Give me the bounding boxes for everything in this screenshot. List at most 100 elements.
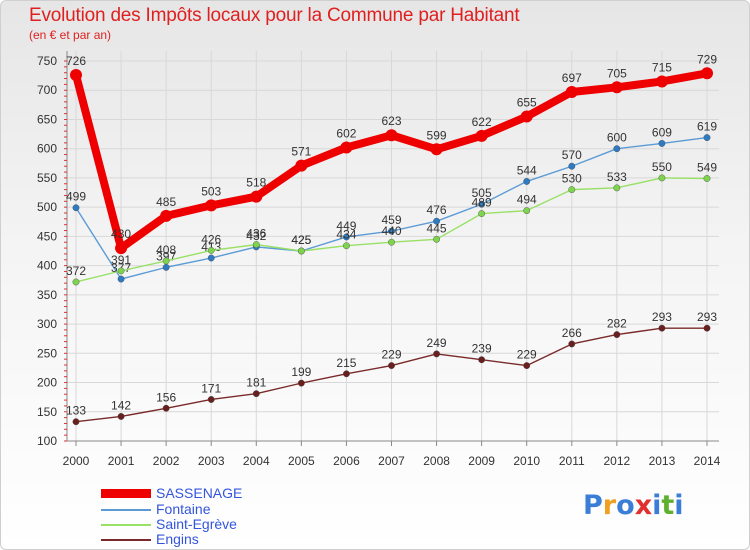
y-tick-label: 600 <box>37 142 57 156</box>
y-tick-label: 700 <box>37 83 57 97</box>
data-point-fontaine <box>162 263 170 271</box>
data-point-saint-egreve <box>117 267 125 275</box>
y-tick-label: 250 <box>37 346 57 360</box>
legend-label: Saint-Egrève <box>156 516 237 532</box>
data-label-saint-egreve: 436 <box>246 227 266 241</box>
y-tick-label: 550 <box>37 171 57 185</box>
data-point-sassenage <box>250 190 263 203</box>
data-label-saint-egreve: 549 <box>697 161 717 175</box>
data-point-engins <box>658 324 666 332</box>
y-tick-label: 500 <box>37 200 57 214</box>
data-label-engins: 133 <box>66 404 86 418</box>
data-point-sassenage <box>385 129 398 142</box>
x-tick-label: 2012 <box>604 454 631 468</box>
data-point-sassenage <box>295 159 308 172</box>
data-point-fontaine <box>703 134 711 141</box>
data-label-sassenage: 485 <box>156 195 176 209</box>
x-tick-label: 2004 <box>243 454 270 468</box>
data-label-fontaine: 449 <box>336 219 356 233</box>
logo-letter: o <box>616 490 635 521</box>
x-tick-label: 2009 <box>468 454 495 468</box>
data-point-fontaine <box>207 254 215 262</box>
data-point-sassenage <box>430 143 443 156</box>
data-label-saint-egreve: 550 <box>652 160 672 174</box>
data-point-sassenage <box>115 242 128 255</box>
data-point-engins <box>343 370 350 378</box>
x-tick-label: 2006 <box>333 454 360 468</box>
data-point-saint-egreve <box>162 257 170 265</box>
data-point-engins <box>433 350 440 358</box>
data-label-fontaine: 432 <box>246 229 266 243</box>
data-point-saint-egreve <box>343 242 350 250</box>
data-label-sassenage: 726 <box>66 54 86 68</box>
y-tick-label: 750 <box>37 54 57 68</box>
data-label-engins: 156 <box>156 390 176 404</box>
data-label-engins: 282 <box>607 317 627 331</box>
data-label-sassenage: 697 <box>562 71 582 85</box>
data-point-fontaine <box>658 140 666 147</box>
data-point-engins <box>568 340 576 348</box>
x-tick-label: 2003 <box>198 454 225 468</box>
data-label-saint-egreve: 408 <box>156 243 176 257</box>
data-label-saint-egreve: 434 <box>336 228 356 242</box>
data-label-fontaine: 619 <box>697 120 717 134</box>
data-point-saint-egreve <box>72 278 80 286</box>
data-point-fontaine <box>433 217 440 225</box>
proxiti-logo: Proxiti <box>583 490 684 521</box>
data-point-engins <box>162 404 170 412</box>
data-point-sassenage <box>70 69 82 82</box>
y-tick-label: 150 <box>37 405 57 419</box>
data-point-engins <box>478 356 486 364</box>
data-point-sassenage <box>340 141 353 154</box>
y-tick-label: 200 <box>37 376 57 390</box>
data-label-engins: 171 <box>201 381 221 395</box>
data-point-saint-egreve <box>388 238 395 246</box>
data-point-sassenage <box>565 85 578 98</box>
data-label-engins: 199 <box>291 365 311 379</box>
data-label-saint-egreve: 489 <box>472 196 492 210</box>
data-label-saint-egreve: 372 <box>66 264 86 278</box>
y-tick-label: 300 <box>37 317 57 331</box>
data-point-fontaine <box>613 145 621 153</box>
data-point-engins <box>613 331 621 338</box>
data-label-saint-egreve: 391 <box>111 253 131 267</box>
data-point-engins <box>703 324 711 332</box>
data-point-fontaine <box>343 233 350 241</box>
y-tick-label: 450 <box>37 229 57 243</box>
legend-item-saint-egreve: Saint-Egrève <box>101 516 301 532</box>
x-tick-label: 2011 <box>559 454 585 468</box>
data-point-saint-egreve <box>252 241 260 248</box>
data-label-engins: 293 <box>652 310 672 324</box>
logo-letter: x <box>634 490 653 521</box>
x-tick-label: 2002 <box>153 454 180 468</box>
data-point-fontaine <box>523 178 531 185</box>
x-tick-label: 2001 <box>108 454 135 468</box>
data-point-saint-egreve <box>207 247 215 254</box>
data-point-saint-egreve <box>523 207 531 215</box>
data-label-engins: 249 <box>427 336 447 350</box>
data-point-saint-egreve <box>658 174 666 182</box>
y-tick-label: 100 <box>37 434 57 448</box>
data-label-sassenage: 729 <box>697 52 717 66</box>
data-label-engins: 266 <box>562 326 582 340</box>
logo-letter: i <box>674 490 684 521</box>
data-label-fontaine: 570 <box>562 148 582 162</box>
y-tick-label: 650 <box>37 112 57 126</box>
data-label-saint-egreve: 426 <box>201 232 221 246</box>
data-label-sassenage: 705 <box>607 66 627 80</box>
logo-letter: i <box>652 490 662 521</box>
data-point-sassenage <box>205 199 218 212</box>
data-point-engins <box>207 396 215 403</box>
x-tick-label: 2005 <box>288 454 315 468</box>
data-label-engins: 229 <box>517 348 537 362</box>
data-point-sassenage <box>701 67 713 80</box>
data-label-sassenage: 623 <box>381 114 401 128</box>
data-point-saint-egreve <box>568 186 576 194</box>
data-label-sassenage: 599 <box>427 128 447 142</box>
data-point-sassenage <box>655 75 668 88</box>
data-point-engins <box>297 379 305 387</box>
data-point-saint-egreve <box>478 210 486 217</box>
x-tick-label: 2000 <box>63 454 90 468</box>
legend-item-fontaine: Fontaine <box>101 501 301 517</box>
